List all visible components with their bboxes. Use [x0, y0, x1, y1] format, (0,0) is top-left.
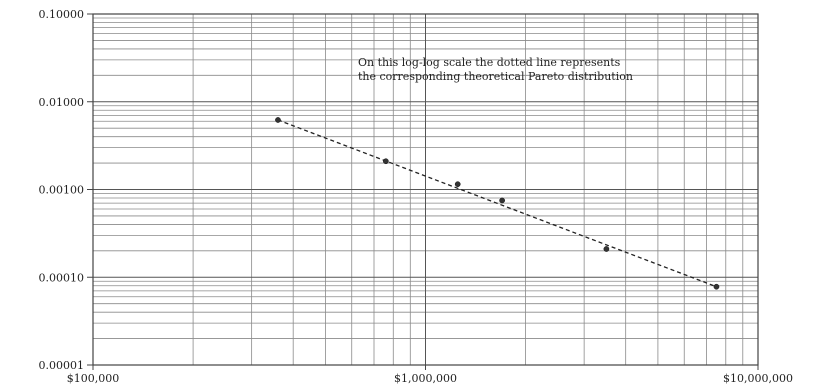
data-points — [275, 117, 720, 290]
x-tick-labels: $100,000 $1,000,000 $10,000,000 — [67, 372, 793, 385]
data-point — [499, 197, 505, 204]
annotation-line-2: the corresponding theoretical Pareto dis… — [358, 70, 633, 83]
data-point — [713, 283, 720, 290]
axes — [87, 13, 759, 370]
x-tick-label: $1,000,000 — [394, 372, 457, 385]
y-tick-label: 0.10000 — [39, 8, 85, 21]
y-tick-label: 0.00001 — [39, 359, 85, 372]
y-tick-label: 0.00100 — [39, 184, 85, 197]
annotation-line-1: On this log-log scale the dotted line re… — [358, 56, 621, 69]
x-tick-label: $100,000 — [67, 372, 120, 385]
pareto-trendline — [277, 119, 717, 288]
data-point — [603, 246, 610, 252]
data-point — [454, 181, 461, 188]
y-tick-labels: 0.10000 0.01000 0.00100 0.00010 0.00001 — [39, 8, 85, 372]
data-point — [275, 117, 281, 123]
data-point — [383, 158, 389, 165]
x-tick-label: $10,000,000 — [723, 372, 793, 385]
y-tick-label: 0.01000 — [39, 96, 85, 109]
y-tick-label: 0.00010 — [39, 271, 85, 284]
trendline-group — [277, 119, 717, 288]
